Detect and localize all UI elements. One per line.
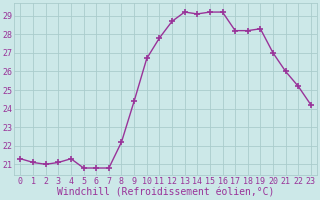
X-axis label: Windchill (Refroidissement éolien,°C): Windchill (Refroidissement éolien,°C) xyxy=(57,187,274,197)
